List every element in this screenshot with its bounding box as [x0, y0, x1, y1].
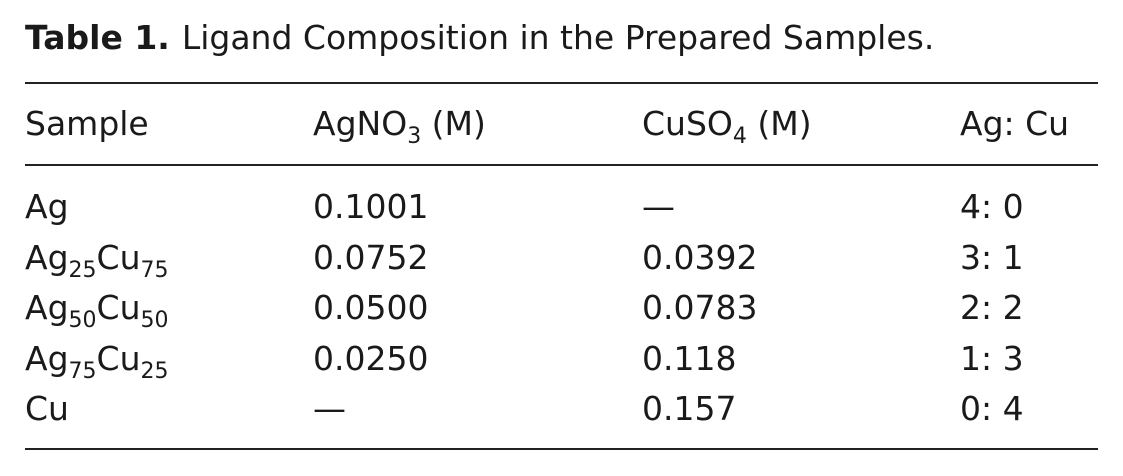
text: Ag	[25, 288, 69, 327]
text: Cu	[25, 389, 69, 428]
table-cell: Ag25Cu75	[25, 237, 169, 282]
text: 3: 1	[960, 237, 1024, 277]
header-rule	[25, 164, 1098, 166]
subscript: 25	[140, 358, 169, 384]
text: Ag	[25, 237, 69, 277]
header-cell: AgNO3 (M)	[313, 104, 486, 148]
table-cell: 0.157	[642, 389, 736, 429]
table-cell: —	[642, 187, 675, 227]
text: AgNO	[313, 104, 408, 143]
table-cell: 1: 3	[960, 339, 1024, 379]
subscript: 50	[140, 308, 169, 333]
table-cell: Ag	[25, 187, 69, 227]
text: 0.0250	[313, 338, 429, 378]
text: CuSO	[642, 104, 733, 143]
text: Cu	[96, 237, 141, 277]
text: 0.0783	[642, 288, 758, 327]
text: 4: 0	[960, 187, 1024, 226]
table-cell: Cu	[25, 389, 69, 429]
table-cell: Ag50Cu50	[25, 288, 169, 332]
table-cell: 0.118	[642, 339, 736, 379]
text: (M)	[746, 104, 812, 143]
text: 0.157	[642, 389, 737, 428]
table-cell: 0.0500	[313, 288, 428, 328]
header-cell: Sample	[25, 104, 149, 144]
table-cell: 0.1001	[313, 187, 428, 227]
text: Ag: Cu	[960, 104, 1070, 143]
caption-text: Ligand Composition in the Prepared Sampl…	[181, 18, 935, 57]
table-cell: Ag75Cu25	[25, 338, 169, 383]
header-cell: CuSO4 (M)	[642, 104, 812, 148]
text: Sample	[25, 104, 149, 143]
subscript: 4	[732, 124, 747, 149]
subscript: 3	[407, 124, 422, 149]
table-cell: 0.0752	[313, 238, 428, 278]
text: Cu	[96, 338, 141, 378]
caption-label: Table 1.	[25, 18, 170, 57]
bottom-rule	[25, 448, 1098, 450]
text: —	[642, 187, 675, 226]
text: Cu	[96, 288, 141, 327]
subscript: 50	[68, 308, 97, 333]
table-cell: —	[313, 389, 346, 429]
text: Ag	[25, 338, 69, 378]
text: 2: 2	[960, 288, 1024, 327]
text: 0.118	[642, 338, 737, 378]
text: 0.1001	[313, 187, 429, 226]
text: 1: 3	[960, 338, 1024, 378]
table-cell: 4: 0	[960, 187, 1024, 227]
table-cell: 0.0392	[642, 238, 757, 278]
subscript: 75	[68, 358, 97, 384]
caption: Table 1. Ligand Composition in the Prepar…	[25, 18, 934, 57]
subscript: 75	[140, 257, 169, 283]
text: —	[313, 389, 346, 428]
text: 0.0752	[313, 237, 429, 277]
table-cell: 3: 1	[960, 238, 1024, 278]
table-cell: 0.0250	[313, 339, 428, 379]
text: (M)	[421, 104, 486, 143]
text: 0.0392	[642, 237, 758, 277]
text: 0.0500	[313, 288, 429, 327]
table-cell: 0: 4	[960, 389, 1024, 429]
text: 0: 4	[960, 389, 1024, 428]
text: Ag	[25, 187, 69, 226]
table-cell: 0.0783	[642, 288, 757, 328]
subscript: 25	[68, 257, 97, 283]
header-cell: Ag: Cu	[960, 104, 1069, 144]
top-rule	[25, 82, 1098, 84]
table-cell: 2: 2	[960, 288, 1024, 328]
